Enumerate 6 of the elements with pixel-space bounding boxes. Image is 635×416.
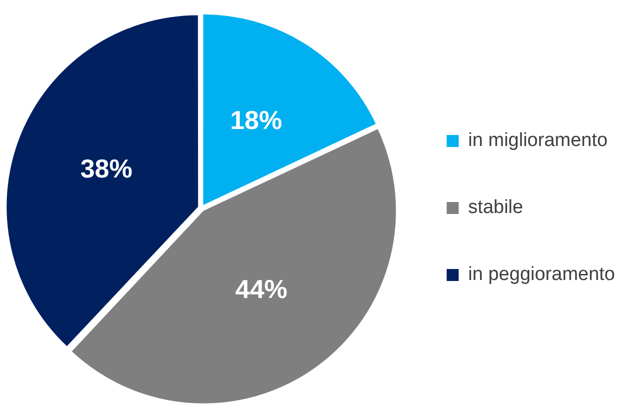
legend-label: in peggioramento: [468, 264, 616, 286]
legend-label: stabile: [468, 197, 524, 218]
data-label: 44%: [235, 274, 288, 304]
data-label: 18%: [230, 104, 282, 135]
legend-label: in miglioramento: [468, 130, 608, 152]
data-label: 38%: [80, 154, 132, 184]
